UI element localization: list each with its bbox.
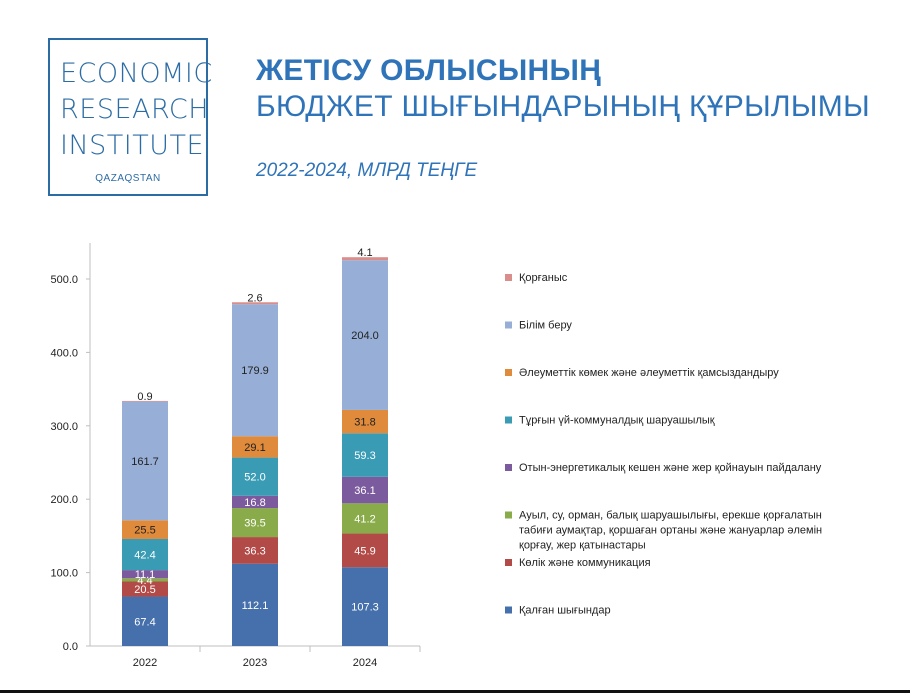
data-label: 67.4 (134, 616, 155, 628)
y-tick-label: 400.0 (50, 347, 78, 359)
legend-swatch (505, 511, 512, 519)
legend-label: Көлік және коммуникация (519, 557, 651, 569)
y-tick-label: 0.0 (63, 641, 78, 653)
data-label: 112.1 (242, 600, 269, 612)
y-tick-label: 500.0 (50, 274, 78, 286)
legend-label: Ауыл, су, орман, балық шаруашылығы, ерек… (519, 510, 822, 522)
bar-segment (232, 304, 278, 437)
data-label: 45.9 (354, 545, 375, 557)
bar-segment (232, 436, 278, 458)
logo: ECONOMIC RESEARCH INSTITUTE QAZAQSTAN (48, 38, 212, 196)
data-label: 36.1 (354, 485, 375, 497)
legend-swatch (505, 416, 512, 424)
data-label: 107.3 (351, 602, 379, 614)
bar-segment (342, 260, 388, 410)
legend-label: Әлеуметтік көмек және әлеуметтік қамсызд… (519, 367, 779, 379)
data-label: 11.1 (135, 569, 156, 581)
bar-segment (232, 495, 278, 509)
legend-label: Тұрғын үй-коммуналдық шаруашылық (519, 415, 715, 427)
data-label: 41.2 (354, 513, 375, 525)
page-title-line-2: БЮДЖЕТ ШЫҒЫНДАРЫНЫҢ ҚҰРЫЛЫМЫ (256, 90, 870, 123)
legend-label: қорғау, жер қатынастары (519, 540, 646, 552)
bar-segment (232, 537, 278, 564)
logo-text-economic: ECONOMIC (60, 58, 213, 89)
legend-label: Отын-энергетикалық кешен және жер қойнау… (519, 462, 822, 474)
legend-swatch (505, 369, 512, 376)
bar-segment (342, 409, 388, 434)
data-label: 0.9 (137, 391, 152, 403)
bar-segment (122, 538, 168, 571)
y-tick-label: 100.0 (50, 568, 78, 580)
bar-segment (232, 563, 278, 646)
bar-segment (342, 533, 388, 568)
data-label: 16.8 (244, 497, 265, 509)
logo-text-institute: INSTITUTE (60, 130, 205, 161)
bottom-divider (0, 690, 910, 693)
data-label: 4.1 (357, 247, 372, 259)
bar-segment (342, 257, 388, 261)
y-tick-label: 200.0 (50, 494, 78, 506)
bar-segment (122, 581, 168, 597)
legend-label: Білім беру (519, 320, 572, 332)
legend-swatch (505, 464, 512, 471)
data-label: 42.4 (134, 550, 155, 562)
bar-segment (122, 578, 168, 582)
y-tick-label: 300.0 (50, 421, 78, 433)
bar-segment (342, 433, 388, 477)
data-label: 52.0 (244, 472, 265, 484)
bar-segment (232, 457, 278, 496)
x-tick-label: 2023 (243, 657, 267, 669)
x-tick-label: 2022 (133, 657, 157, 669)
page-title-line-1: ЖЕТІСУ ОБЛЫСЫНЫҢ (256, 54, 602, 87)
data-label: 29.1 (244, 442, 265, 454)
data-label: 36.3 (244, 545, 265, 557)
data-label: 179.9 (241, 365, 269, 377)
data-label: 59.3 (354, 450, 375, 462)
data-label: 161.7 (131, 456, 159, 468)
bar-segment (342, 476, 388, 504)
legend-label: Қорғаныс (519, 272, 568, 284)
legend-swatch (505, 274, 512, 281)
data-label: 204.0 (351, 330, 379, 342)
bar-segment (342, 567, 388, 646)
legend-label: Қалған шығындар (519, 605, 611, 617)
bar-segment (232, 302, 278, 305)
legend-swatch (505, 606, 512, 614)
data-label: 39.5 (244, 518, 265, 530)
bar-segment (122, 570, 168, 579)
legend-swatch (505, 559, 512, 566)
data-label: 20.5 (134, 584, 155, 596)
bar-segment (122, 520, 168, 539)
bar-segment (342, 503, 388, 534)
legend-swatch (505, 321, 512, 329)
x-tick-label: 2024 (353, 657, 377, 669)
bar-segment (122, 400, 168, 402)
legend-label: табиғи аумақтар, қоршаған ортаны және жа… (519, 525, 822, 537)
bar-segment (122, 596, 168, 646)
data-label: 2.6 (247, 292, 262, 304)
data-label: 31.8 (354, 417, 375, 429)
bar-segment (122, 401, 168, 521)
bar-segment (232, 508, 278, 538)
page-subtitle: 2022-2024, МЛРД ТЕҢГЕ (256, 160, 478, 181)
logo-text-research: RESEARCH (60, 94, 210, 125)
logo-text-qazaqstan: QAZAQSTAN (95, 173, 161, 184)
data-label: 25.5 (134, 525, 155, 537)
